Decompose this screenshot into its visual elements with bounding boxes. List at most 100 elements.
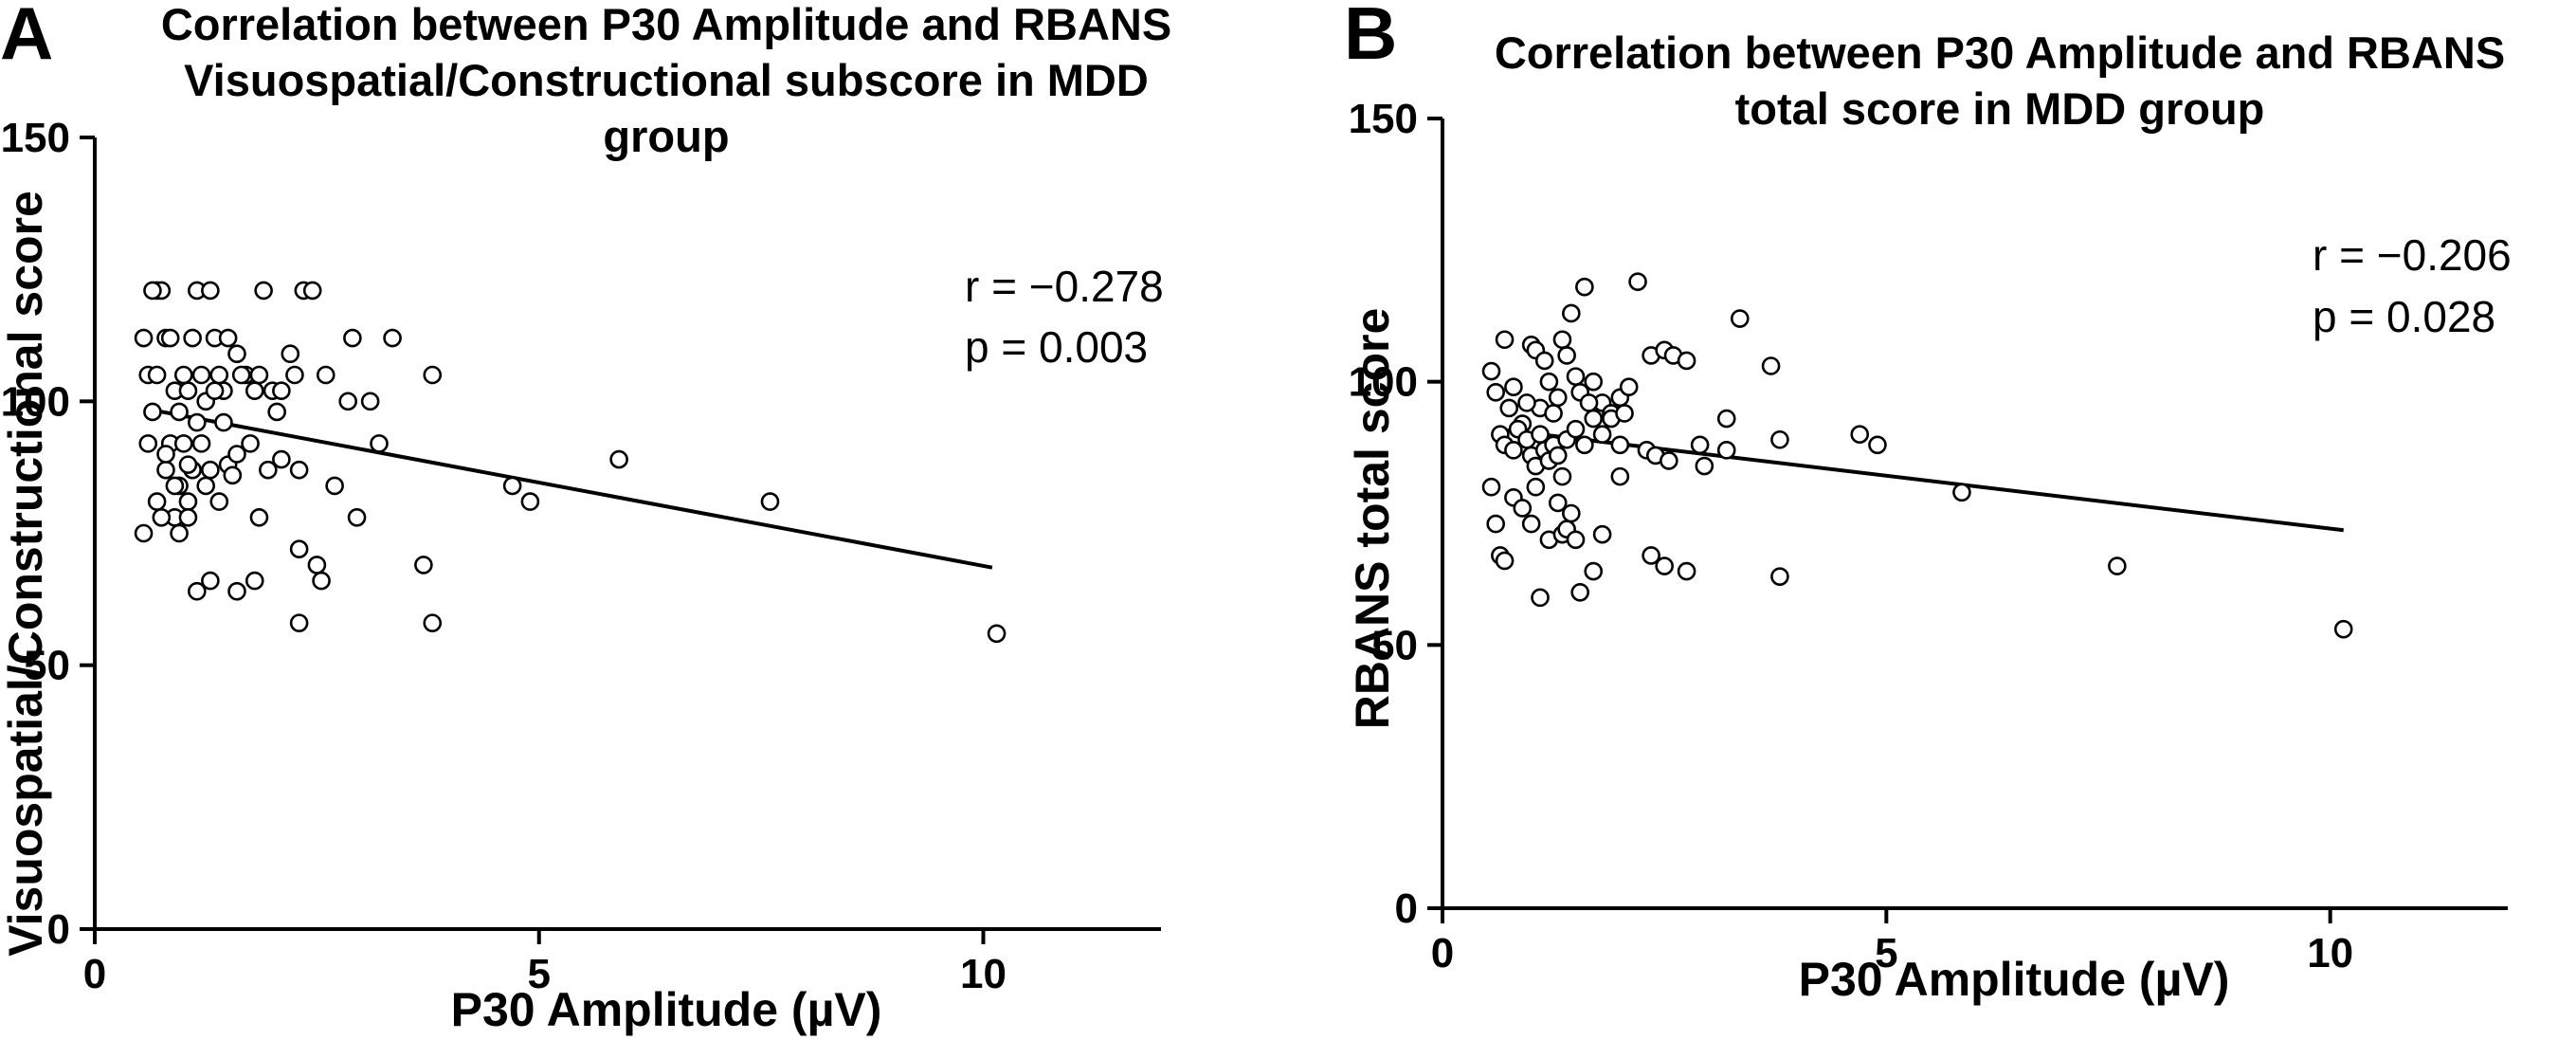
panel-a-y-tick-label: 0: [47, 906, 70, 953]
panel-a-data-point: [272, 381, 291, 401]
panel-b-data-point: [1677, 351, 1696, 371]
panel-b-data-point: [1642, 546, 1660, 565]
panel-b-data-point: [1761, 356, 1781, 375]
panel-b-data-point: [1557, 346, 1576, 365]
panel-b-data-point: [1660, 451, 1678, 470]
panel-a-x-axis-label: P30 Amplitude (µV): [451, 983, 882, 1036]
panel-a-data-point: [178, 492, 198, 511]
panel-a-data-point: [338, 392, 357, 411]
panel-a-data-point: [259, 460, 278, 480]
panel-a-data-point: [214, 412, 233, 432]
panel-a-data-point: [347, 507, 367, 527]
panel-a-data-point: [760, 492, 780, 511]
panel-b-data-point: [1584, 409, 1604, 429]
panel-a-data-point: [218, 328, 238, 348]
panel-b-data-point: [1531, 588, 1550, 608]
panel-a-data-point: [134, 523, 154, 543]
panel-a-data-point: [178, 381, 198, 401]
panel-a-data-point: [147, 492, 167, 511]
panel-a-data-point: [173, 365, 193, 385]
panel-a-data-point: [325, 476, 344, 496]
panel-a-data-point: [170, 523, 189, 543]
panel-b-title-line-2: total score in MDD group: [1735, 83, 2265, 134]
panel-b: B Correlation between P30 Amplitude and …: [1344, 0, 2512, 1006]
panel-b-data-point: [1610, 435, 1630, 455]
panel-a-title-line-3: group: [603, 111, 729, 161]
panel-a-data-point: [227, 581, 246, 601]
panel-b-data-point: [1495, 330, 1515, 350]
panel-b-data-point: [1677, 561, 1696, 581]
panel-b-data-point: [1481, 477, 1501, 497]
panel-a-data-point: [188, 581, 207, 601]
panel-a-data-point: [138, 434, 158, 453]
panel-a-data-point: [383, 328, 402, 348]
panel-a-data-point: [312, 571, 331, 591]
panel-a-data-point: [160, 328, 180, 348]
panel-b-data-point: [1495, 551, 1515, 571]
panel-b-data-point: [2333, 619, 2353, 639]
panel-b-x-axis-label: P30 Amplitude (µV): [1799, 953, 2230, 1006]
panel-a-title-line-1: Correlation between P30 Amplitude and RB…: [161, 0, 1171, 49]
panel-a-x-tick-label: 5: [528, 951, 551, 997]
panel-a-x-tick-label: 0: [83, 951, 106, 997]
panel-a-data-point: [201, 571, 220, 591]
panel-b-letter: B: [1344, 0, 1397, 75]
panel-b-data-point: [1695, 456, 1714, 476]
panel-b-y-axis-label: RBANS total score: [1346, 308, 1399, 730]
panel-b-data-point: [1770, 567, 1789, 586]
panel-b-data-point: [1584, 372, 1604, 392]
panel-b-data-point: [1548, 388, 1568, 408]
panel-a-data-point: [227, 445, 246, 464]
panel-b-data-point: [1552, 466, 1572, 486]
panel-a-data-point: [285, 365, 304, 385]
panel-a-data-point: [143, 281, 162, 301]
panel-b-data-point: [1570, 582, 1589, 602]
panel-b-data-point: [1504, 441, 1523, 460]
panel-a-stat-r: r = −0.278: [965, 262, 1164, 311]
panel-a-data-point: [423, 365, 443, 385]
panel-a-data-point: [209, 492, 229, 511]
panel-b-data-point: [1539, 372, 1559, 392]
panel-a-x-tick-label: 10: [960, 951, 1007, 997]
panel-b-plot-area: 0 50 100 150 0 5 10: [1349, 96, 2508, 976]
panel-b-data-point: [1592, 524, 1612, 544]
panel-a-regression-line: [147, 407, 993, 570]
panel-a-data-point: [170, 402, 189, 422]
panel-a: A Correlation between P30 Amplitude and …: [0, 0, 1171, 1036]
panel-b-data-point: [1575, 435, 1594, 455]
panel-b-data-point: [1850, 425, 1870, 445]
panel-a-data-point: [143, 402, 162, 422]
panel-b-stat-r: r = −0.206: [2313, 230, 2512, 280]
panel-a-data-point: [245, 571, 264, 591]
panel-b-x-tick-label: 0: [1431, 930, 1454, 976]
panel-b-data-point: [2108, 556, 2127, 575]
panel-a-data-point: [156, 445, 175, 464]
panel-a-data-point: [156, 460, 175, 480]
panel-b-data-point: [1655, 556, 1674, 575]
panel-a-data-point: [520, 492, 540, 511]
panel-b-data-point: [1952, 483, 1971, 502]
panel-b-data-point: [1548, 446, 1568, 465]
panel-a-stat-p: p = 0.003: [965, 322, 1148, 372]
panel-b-data-point: [1552, 330, 1572, 350]
panel-a-data-point: [227, 344, 246, 364]
panel-a-data-point: [423, 613, 443, 632]
panel-b-data-point: [1544, 404, 1563, 423]
panel-a-data-point: [370, 434, 389, 453]
panel-a-data-point: [502, 476, 522, 496]
panel-b-data-point: [1566, 530, 1586, 550]
panel-b-data-point: [1517, 393, 1536, 412]
panel-a-data-point: [152, 507, 172, 527]
panel-a-data-point: [281, 344, 300, 364]
panel-a-y-axis-label: Visuospatial/Constructional score: [0, 191, 52, 957]
panel-b-data-point: [1716, 409, 1736, 429]
panel-a-data-point: [223, 465, 243, 485]
panel-b-data-point: [1562, 503, 1581, 523]
panel-b-data-point: [1486, 382, 1505, 402]
panel-a-data-point: [307, 556, 327, 575]
panel-a-plot-area: 0 50 100 150 0 5 10: [1, 115, 1161, 997]
panel-b-data-point: [1619, 377, 1639, 397]
panel-b-data-point: [1575, 277, 1594, 297]
panel-b-data-point: [1615, 404, 1634, 423]
panel-a-data-point: [231, 365, 251, 385]
